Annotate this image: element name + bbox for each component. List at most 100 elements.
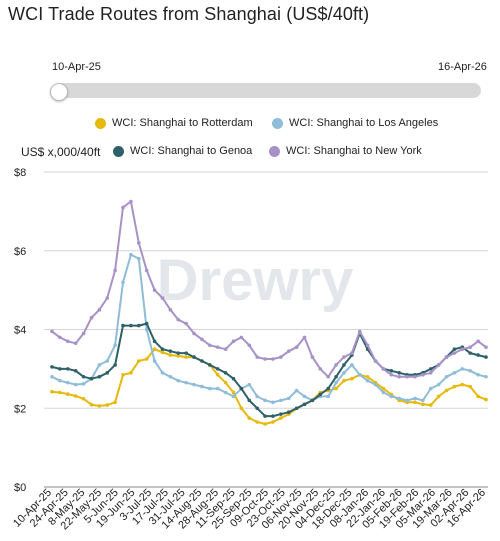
data-point[interactable] — [381, 386, 386, 391]
data-point[interactable] — [192, 355, 196, 359]
data-point[interactable] — [452, 347, 457, 351]
data-point[interactable] — [334, 374, 338, 379]
data-point[interactable] — [184, 355, 188, 359]
data-point[interactable] — [421, 402, 425, 407]
data-point[interactable] — [176, 354, 181, 358]
data-point[interactable] — [176, 351, 181, 355]
data-point[interactable] — [247, 382, 252, 387]
data-point[interactable] — [208, 386, 212, 391]
data-point[interactable] — [73, 382, 78, 387]
data-point[interactable] — [389, 372, 394, 377]
data-point[interactable] — [444, 374, 449, 379]
data-point[interactable] — [342, 378, 346, 383]
data-point[interactable] — [436, 382, 441, 387]
data-point[interactable] — [460, 367, 465, 371]
data-point[interactable] — [121, 372, 125, 377]
data-point[interactable] — [215, 372, 220, 377]
data-point[interactable] — [365, 374, 370, 379]
data-point[interactable] — [263, 398, 267, 403]
data-point[interactable] — [271, 414, 275, 418]
data-point[interactable] — [50, 374, 54, 379]
data-point[interactable] — [113, 400, 117, 405]
data-point[interactable] — [468, 345, 473, 350]
data-point[interactable] — [105, 359, 110, 363]
data-point[interactable] — [200, 359, 204, 363]
data-point[interactable] — [436, 363, 441, 367]
data-point[interactable] — [50, 329, 54, 334]
data-point[interactable] — [381, 390, 386, 395]
data-point[interactable] — [255, 406, 259, 411]
data-point[interactable] — [160, 296, 165, 300]
data-point[interactable] — [129, 371, 133, 375]
data-point[interactable] — [468, 369, 473, 373]
data-point[interactable] — [271, 357, 275, 361]
data-point[interactable] — [81, 382, 86, 386]
data-point[interactable] — [405, 374, 409, 379]
data-point[interactable] — [263, 357, 267, 361]
data-point[interactable] — [452, 384, 457, 389]
data-point[interactable] — [144, 327, 149, 332]
data-point[interactable] — [65, 339, 70, 344]
data-point[interactable] — [342, 371, 346, 375]
data-point[interactable] — [334, 386, 338, 391]
data-point[interactable] — [58, 335, 62, 340]
data-point[interactable] — [452, 351, 457, 355]
legend-item-rotterdam[interactable]: WCI: Shanghai to Rotterdam — [95, 117, 253, 129]
data-point[interactable] — [160, 350, 165, 355]
data-point[interactable] — [160, 371, 165, 375]
data-point[interactable] — [397, 396, 402, 401]
data-point[interactable] — [121, 323, 125, 328]
data-point[interactable] — [476, 372, 480, 377]
data-point[interactable] — [255, 394, 259, 399]
range-slider-handle[interactable] — [50, 83, 68, 101]
date-range-slider[interactable] — [53, 83, 481, 98]
data-point[interactable] — [184, 321, 188, 326]
data-point[interactable] — [476, 394, 480, 399]
data-point[interactable] — [326, 386, 330, 391]
data-point[interactable] — [357, 329, 362, 334]
data-point[interactable] — [58, 378, 62, 383]
data-point[interactable] — [144, 357, 149, 361]
data-point[interactable] — [215, 386, 220, 391]
legend-item-new-york[interactable]: WCI: Shanghai to New York — [269, 145, 422, 157]
data-point[interactable] — [105, 296, 110, 300]
data-point[interactable] — [137, 256, 141, 261]
data-point[interactable] — [58, 367, 62, 371]
data-point[interactable] — [81, 374, 86, 379]
data-point[interactable] — [137, 241, 141, 245]
data-point[interactable] — [460, 347, 465, 351]
data-point[interactable] — [334, 380, 338, 385]
data-point[interactable] — [405, 398, 409, 403]
data-point[interactable] — [113, 363, 117, 367]
data-point[interactable] — [231, 376, 236, 381]
data-point[interactable] — [334, 363, 338, 367]
data-point[interactable] — [436, 394, 441, 399]
data-point[interactable] — [152, 347, 157, 351]
data-point[interactable] — [89, 315, 94, 320]
data-point[interactable] — [200, 337, 204, 342]
data-point[interactable] — [152, 288, 157, 292]
data-point[interactable] — [286, 410, 291, 414]
data-point[interactable] — [255, 355, 259, 359]
data-point[interactable] — [342, 355, 346, 359]
data-point[interactable] — [231, 394, 236, 399]
data-point[interactable] — [350, 363, 354, 367]
data-point[interactable] — [484, 374, 488, 379]
data-point[interactable] — [144, 268, 149, 273]
data-point[interactable] — [476, 353, 480, 357]
data-point[interactable] — [81, 397, 86, 401]
data-point[interactable] — [468, 384, 473, 389]
data-point[interactable] — [81, 331, 86, 336]
data-point[interactable] — [65, 392, 70, 396]
legend-item-los-angeles[interactable]: WCI: Shanghai to Los Angeles — [272, 117, 438, 129]
data-point[interactable] — [184, 351, 188, 355]
data-point[interactable] — [484, 355, 488, 359]
data-point[interactable] — [239, 386, 244, 391]
data-point[interactable] — [468, 351, 473, 355]
data-point[interactable] — [326, 374, 330, 379]
data-point[interactable] — [65, 380, 70, 385]
data-point[interactable] — [58, 390, 62, 395]
data-point[interactable] — [65, 367, 70, 371]
data-point[interactable] — [342, 363, 346, 367]
data-point[interactable] — [421, 398, 425, 403]
